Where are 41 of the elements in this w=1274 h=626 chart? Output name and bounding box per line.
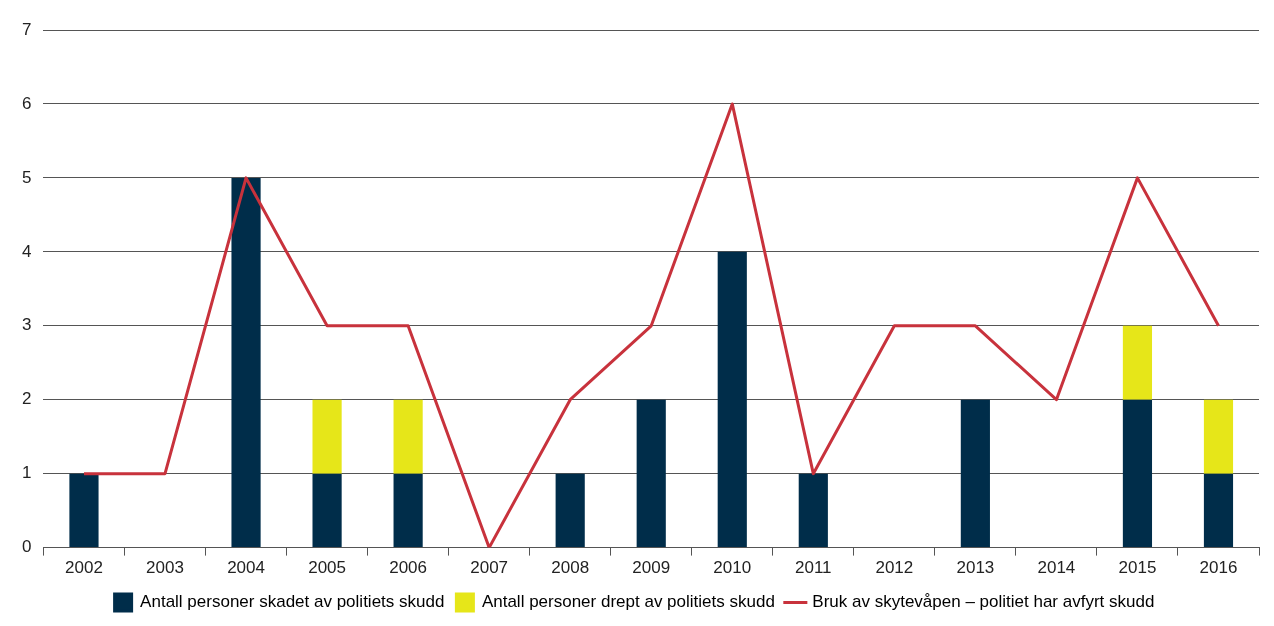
y-tick-label: 6 <box>21 93 32 113</box>
x-tick-label: 2012 <box>875 558 914 578</box>
y-tick-label: 3 <box>21 315 32 335</box>
bar <box>393 399 423 474</box>
x-tick-label: 2007 <box>470 558 509 578</box>
bar <box>1122 325 1153 400</box>
y-tick-label: 2 <box>21 389 32 409</box>
x-tick-label: 2015 <box>1118 558 1157 578</box>
x-tick-label: 2008 <box>551 558 590 578</box>
bar <box>312 399 342 474</box>
x-tick-label: 2009 <box>632 558 671 578</box>
x-tick-label: 2004 <box>227 558 265 578</box>
x-tick-label: 2010 <box>713 558 752 578</box>
y-tick-label: 1 <box>21 463 32 483</box>
bar <box>1203 473 1234 548</box>
legend-label: Antall personer drept av politiets skudd <box>481 592 775 612</box>
x-tick-label: 2003 <box>146 558 184 578</box>
x-tick-label: 2016 <box>1199 558 1238 578</box>
bar <box>798 473 828 548</box>
x-tick-label: 2002 <box>65 558 103 578</box>
y-tick-label: 5 <box>21 167 32 187</box>
bar <box>717 251 747 548</box>
bar <box>960 399 990 548</box>
y-tick-label: 0 <box>21 537 32 557</box>
bar <box>393 473 423 548</box>
bar <box>555 473 585 548</box>
bar <box>1203 399 1234 474</box>
x-tick-label: 2006 <box>389 558 428 578</box>
legend-label: Antall personer skadet av politiets skudd <box>140 592 445 612</box>
bar <box>69 473 99 548</box>
x-tick-label: 2005 <box>308 558 346 578</box>
bar <box>636 399 666 548</box>
x-tick-label: 2013 <box>956 558 995 578</box>
bar <box>312 473 342 548</box>
y-tick-label: 7 <box>21 19 32 39</box>
bar <box>1122 399 1153 548</box>
y-tick-label: 4 <box>21 241 32 261</box>
x-tick-label: 2011 <box>795 558 832 578</box>
legend-label: Bruk av skytevåpen – politiet har avfyrt skudd <box>812 592 1155 612</box>
bar <box>231 177 261 548</box>
x-tick-label: 2014 <box>1037 558 1076 578</box>
